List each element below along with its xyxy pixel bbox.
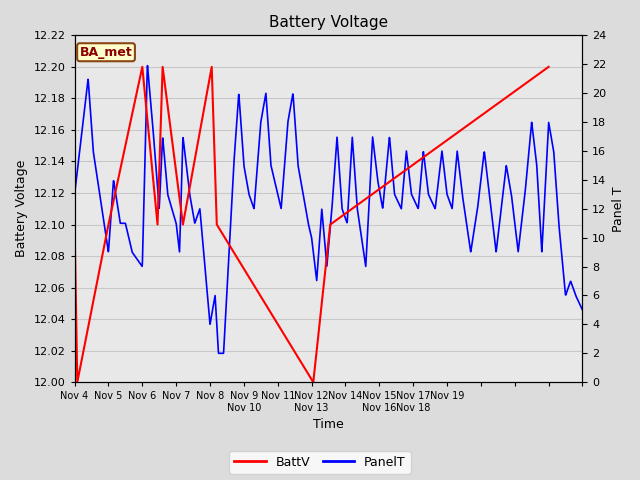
Legend: BattV, PanelT: BattV, PanelT (229, 451, 411, 474)
Y-axis label: Battery Voltage: Battery Voltage (15, 160, 28, 257)
Y-axis label: Panel T: Panel T (612, 186, 625, 231)
X-axis label: Time: Time (313, 419, 344, 432)
Text: BA_met: BA_met (79, 46, 132, 59)
Title: Battery Voltage: Battery Voltage (269, 15, 388, 30)
